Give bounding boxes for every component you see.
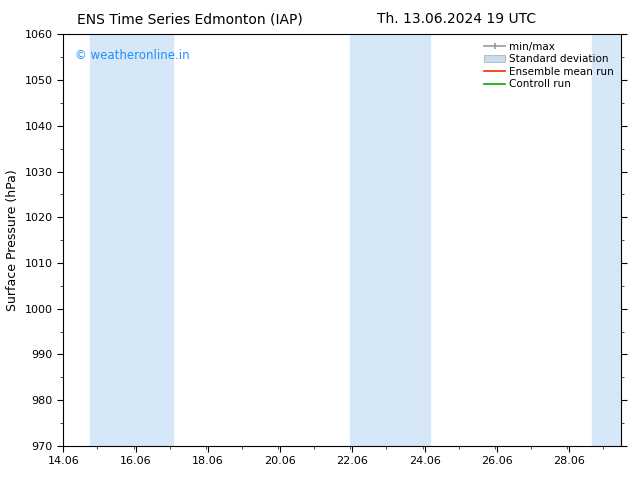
Text: © weatheronline.in: © weatheronline.in [75, 49, 189, 62]
Text: ENS Time Series Edmonton (IAP): ENS Time Series Edmonton (IAP) [77, 12, 303, 26]
Bar [592, 34, 621, 446]
Bar [351, 34, 430, 446]
Bar [90, 34, 173, 446]
Legend: min/max, Standard deviation, Ensemble mean run, Controll run: min/max, Standard deviation, Ensemble me… [482, 40, 616, 92]
Text: Th. 13.06.2024 19 UTC: Th. 13.06.2024 19 UTC [377, 12, 536, 26]
Y-axis label: Surface Pressure (hPa): Surface Pressure (hPa) [6, 169, 19, 311]
